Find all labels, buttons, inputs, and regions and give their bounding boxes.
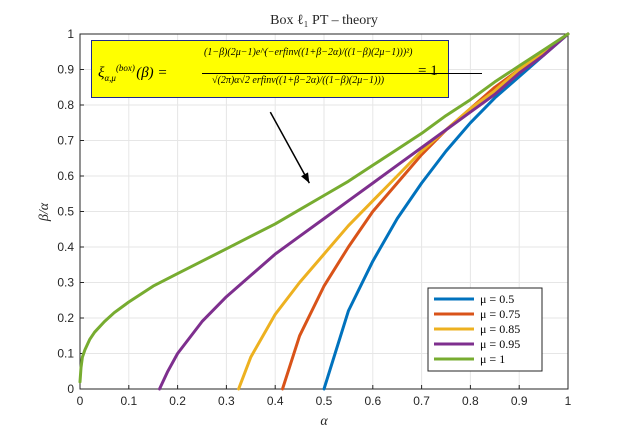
x-tick-label: 0.1 bbox=[120, 394, 137, 408]
series-line-2 bbox=[237, 32, 570, 391]
legend-label-1: μ = 0.75 bbox=[480, 307, 520, 321]
y-tick-label: 0.2 bbox=[57, 311, 74, 325]
formula-fraction-bar bbox=[202, 73, 482, 74]
formula-numerator: (1−β)(2μ−1)e^(−erfinv((1+β−2α)/((1−β)(2μ… bbox=[204, 47, 413, 58]
formula-annotation: ξα,μ(box) (β) = (1−β)(2μ−1)e^(−erfinv((1… bbox=[91, 40, 482, 98]
legend-label-2: μ = 0.85 bbox=[480, 322, 520, 336]
y-tick-label: 0.9 bbox=[57, 63, 74, 77]
x-tick-label: 0.8 bbox=[462, 394, 479, 408]
series-line-0 bbox=[322, 32, 570, 391]
y-tick-label: 0.8 bbox=[57, 98, 74, 112]
x-tick-label: 0.2 bbox=[169, 394, 186, 408]
y-tick-label: 0.3 bbox=[57, 276, 74, 290]
x-tick-label: 0.4 bbox=[267, 394, 284, 408]
x-tick-label: 0 bbox=[77, 394, 84, 408]
x-tick-label: 0.3 bbox=[218, 394, 235, 408]
x-ticks: 0 0.1 0.2 0.3 0.4 0.5 0.6 0.7 0.8 0.9 1 bbox=[77, 385, 572, 408]
x-tick-label: 0.6 bbox=[364, 394, 381, 408]
y-axis-label: β/α bbox=[37, 202, 52, 222]
y-tick-label: 1 bbox=[67, 27, 74, 41]
x-tick-label: 0.5 bbox=[316, 394, 333, 408]
x-tick-label: 1 bbox=[565, 394, 572, 408]
x-tick-label: 0.9 bbox=[511, 394, 528, 408]
arrow-head bbox=[301, 172, 310, 184]
chart-title: Box ℓ₁ PT – theory bbox=[270, 13, 378, 28]
formula-denominator: √(2π)α√2 erfinv((1+β−2α)/((1−β)(2μ−1))) bbox=[212, 75, 385, 86]
y-ticks: 0 0.1 0.2 0.3 0.4 0.5 0.6 0.7 0.8 0.9 1 bbox=[57, 27, 84, 396]
legend: μ = 0.5μ = 0.75μ = 0.85μ = 0.95μ = 1 bbox=[427, 287, 543, 372]
x-tick-label: 0.7 bbox=[413, 394, 430, 408]
y-tick-label: 0.4 bbox=[57, 240, 74, 254]
series-lines bbox=[78, 32, 570, 391]
legend-label-3: μ = 0.95 bbox=[480, 337, 520, 351]
legend-label-4: μ = 1 bbox=[480, 352, 505, 366]
y-tick-label: 0.7 bbox=[57, 134, 74, 148]
arrow-shaft bbox=[269, 111, 311, 184]
y-tick-label: 0.1 bbox=[57, 347, 74, 361]
series-line-3 bbox=[158, 32, 570, 391]
y-tick-label: 0.6 bbox=[57, 169, 74, 183]
annotation-arrow bbox=[269, 111, 311, 184]
y-tick-label: 0.5 bbox=[57, 205, 74, 219]
legend-label-0: μ = 0.5 bbox=[480, 292, 514, 306]
formula-rhs: = 1 bbox=[418, 63, 438, 79]
x-axis-label: α bbox=[320, 414, 328, 429]
series-line-4 bbox=[78, 32, 570, 384]
y-tick-label: 0 bbox=[67, 382, 74, 396]
formula-lhs: ξα,μ(box) (β) = bbox=[98, 63, 168, 83]
